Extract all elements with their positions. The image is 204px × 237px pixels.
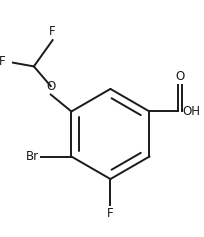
Text: OH: OH <box>181 105 199 118</box>
Text: F: F <box>0 55 6 68</box>
Text: O: O <box>174 70 184 83</box>
Text: F: F <box>107 207 113 220</box>
Text: O: O <box>46 80 55 93</box>
Text: Br: Br <box>26 150 39 163</box>
Text: F: F <box>49 25 56 38</box>
